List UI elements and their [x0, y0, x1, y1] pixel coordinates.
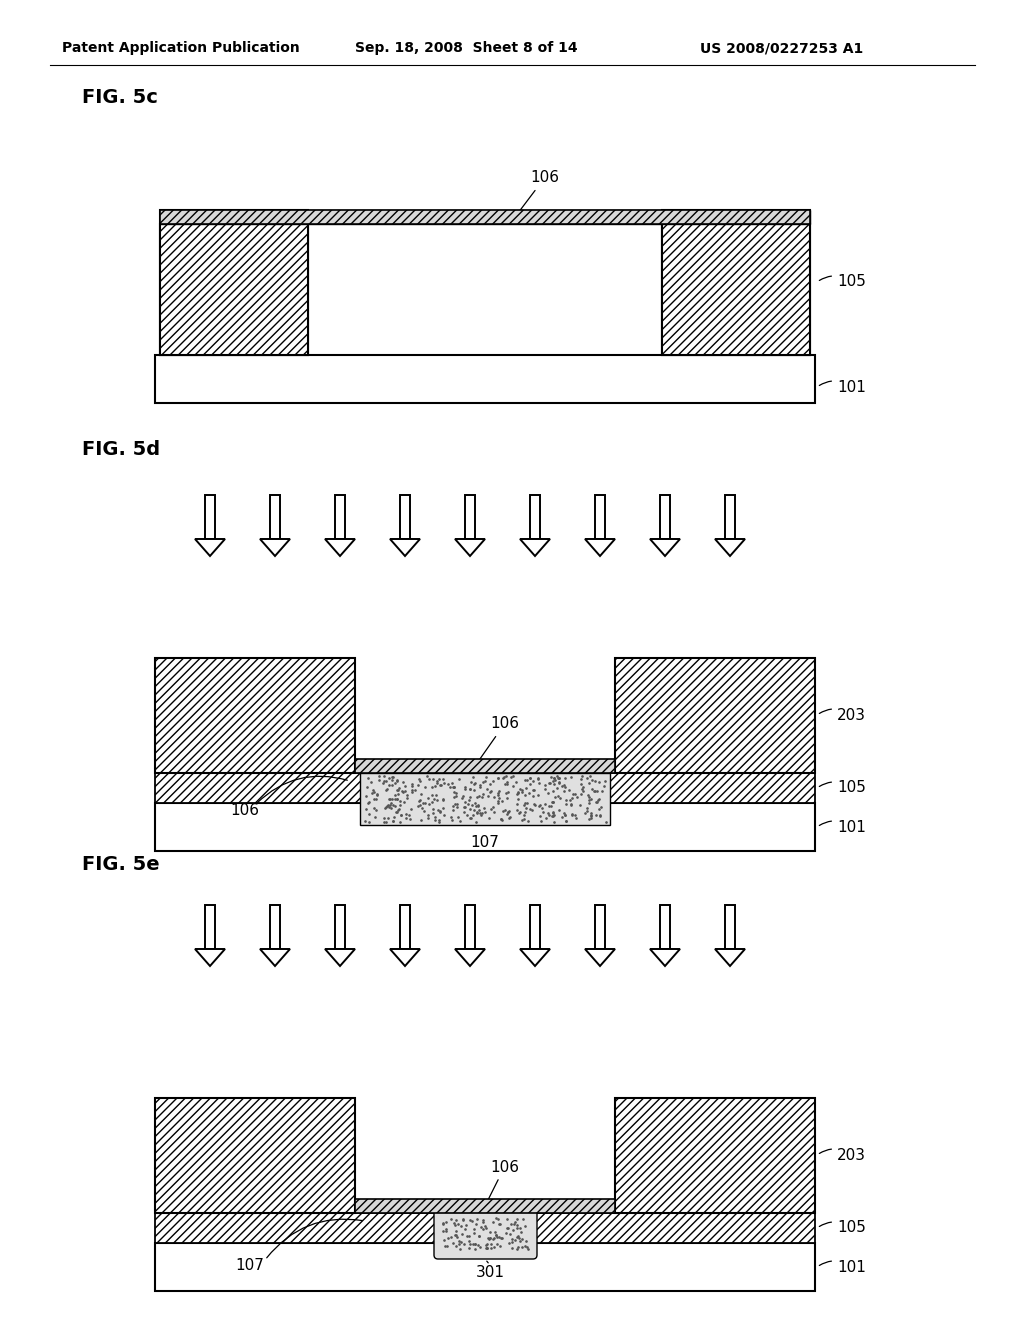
Bar	[160, 224, 308, 355]
Bar	[155, 803, 815, 851]
Bar	[660, 906, 670, 949]
Polygon shape	[195, 539, 225, 556]
Text: FIG. 5d: FIG. 5d	[82, 440, 160, 459]
Bar	[355, 759, 615, 774]
FancyBboxPatch shape	[434, 1209, 537, 1259]
Bar	[335, 906, 345, 949]
Polygon shape	[455, 949, 485, 966]
Bar	[270, 495, 280, 539]
Bar	[160, 210, 810, 224]
Bar	[155, 1213, 815, 1243]
Bar	[355, 1199, 615, 1213]
Text: 105: 105	[819, 1221, 866, 1236]
Bar	[725, 906, 735, 949]
Bar	[465, 906, 475, 949]
Text: 101: 101	[819, 380, 866, 395]
Text: 101: 101	[819, 1259, 866, 1275]
Bar	[660, 495, 670, 539]
Bar	[160, 210, 308, 355]
Bar	[725, 495, 735, 539]
Polygon shape	[650, 539, 680, 556]
Bar	[530, 495, 540, 539]
Text: US 2008/0227253 A1: US 2008/0227253 A1	[700, 41, 863, 55]
Text: Sep. 18, 2008  Sheet 8 of 14: Sep. 18, 2008 Sheet 8 of 14	[355, 41, 578, 55]
Text: 105: 105	[819, 780, 866, 796]
Text: 106: 106	[486, 1159, 519, 1204]
Text: 107: 107	[471, 836, 500, 850]
Polygon shape	[195, 949, 225, 966]
Polygon shape	[715, 949, 745, 966]
Text: 101: 101	[819, 820, 866, 834]
Bar	[155, 1243, 815, 1291]
Polygon shape	[455, 539, 485, 556]
Bar	[615, 657, 815, 774]
Bar	[595, 906, 605, 949]
Text: 105: 105	[819, 275, 866, 289]
Bar	[155, 1098, 355, 1213]
Polygon shape	[325, 949, 355, 966]
Text: FIG. 5e: FIG. 5e	[82, 855, 160, 874]
Bar	[160, 210, 810, 224]
Bar	[662, 224, 810, 355]
Bar	[465, 495, 475, 539]
Polygon shape	[520, 949, 550, 966]
Bar	[595, 495, 605, 539]
Polygon shape	[585, 949, 615, 966]
Text: 106: 106	[517, 170, 559, 215]
Polygon shape	[325, 539, 355, 556]
Polygon shape	[520, 539, 550, 556]
Text: 203: 203	[819, 708, 866, 722]
Bar	[205, 495, 215, 539]
Bar	[270, 906, 280, 949]
Bar	[400, 495, 410, 539]
Text: Patent Application Publication: Patent Application Publication	[62, 41, 300, 55]
Polygon shape	[260, 539, 290, 556]
Bar	[205, 906, 215, 949]
Bar	[155, 355, 815, 403]
Polygon shape	[390, 539, 420, 556]
Bar	[530, 906, 540, 949]
Bar	[615, 1098, 815, 1213]
Polygon shape	[390, 949, 420, 966]
Text: FIG. 5c: FIG. 5c	[82, 88, 158, 107]
Bar	[335, 495, 345, 539]
Polygon shape	[650, 949, 680, 966]
Bar	[400, 906, 410, 949]
Bar	[360, 774, 610, 825]
Text: 301: 301	[475, 1265, 505, 1280]
Text: 203: 203	[819, 1147, 866, 1163]
Text: 107: 107	[236, 1258, 264, 1272]
Bar	[155, 774, 815, 803]
Polygon shape	[715, 539, 745, 556]
Bar	[662, 210, 810, 355]
Text: 106: 106	[230, 803, 259, 818]
Text: 106: 106	[476, 717, 519, 764]
Polygon shape	[260, 949, 290, 966]
Polygon shape	[585, 539, 615, 556]
Bar	[155, 657, 355, 774]
